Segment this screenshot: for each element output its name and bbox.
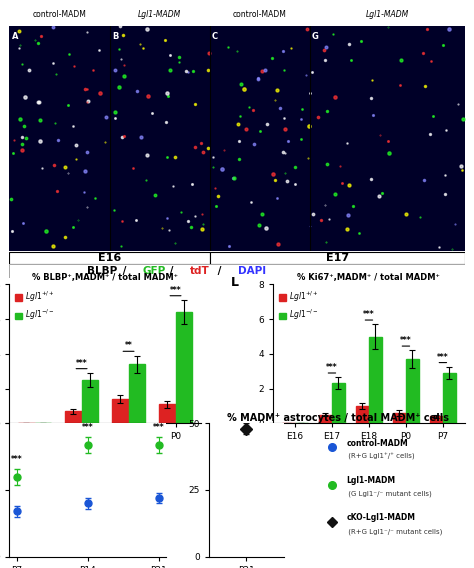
Text: /: /	[214, 266, 225, 277]
Text: GFP: GFP	[143, 266, 166, 277]
Legend: $Lgl1^{+/+}$, $Lgl1^{-/-}$: $Lgl1^{+/+}$, $Lgl1^{-/-}$	[277, 289, 319, 324]
Text: cKO-Lgl1-MADM: cKO-Lgl1-MADM	[346, 513, 415, 523]
Bar	[159, 404, 175, 423]
Text: ***: ***	[82, 423, 93, 432]
Text: A: A	[12, 32, 18, 41]
Bar	[319, 415, 332, 423]
Bar	[332, 383, 345, 423]
Text: tdT: tdT	[191, 266, 210, 277]
Text: /: /	[166, 266, 177, 277]
Bar	[406, 359, 419, 423]
Bar	[210, 26, 310, 251]
Bar	[128, 364, 145, 423]
Bar	[65, 411, 82, 423]
Text: Lgl1-MADM: Lgl1-MADM	[365, 10, 409, 19]
Text: ***: ***	[11, 455, 22, 464]
Text: E17: E17	[326, 253, 349, 263]
Text: Lgl1-MADM: Lgl1-MADM	[346, 476, 395, 485]
Bar	[430, 416, 443, 423]
Bar	[356, 406, 369, 423]
Text: BLBP: BLBP	[87, 266, 117, 277]
Text: /: /	[118, 266, 130, 277]
Title: % BLBP⁺,MADM⁺ / total MADM⁺: % BLBP⁺,MADM⁺ / total MADM⁺	[32, 273, 178, 282]
Text: ***: ***	[76, 359, 87, 368]
Text: DAPI: DAPI	[238, 266, 266, 277]
Bar	[82, 380, 98, 423]
Text: ***: ***	[170, 286, 182, 295]
Text: ***: ***	[363, 310, 375, 319]
Text: L: L	[231, 276, 239, 289]
Text: ***: ***	[437, 353, 449, 362]
Text: G: G	[312, 32, 319, 41]
Bar	[443, 373, 456, 423]
Legend: $Lgl1^{+/+}$, $Lgl1^{-/-}$: $Lgl1^{+/+}$, $Lgl1^{-/-}$	[13, 289, 56, 324]
Text: **: **	[125, 341, 132, 350]
Text: (R+G Lgl1⁻/⁻ mutant cells): (R+G Lgl1⁻/⁻ mutant cells)	[346, 528, 443, 534]
Title: % Ki67⁺,MADM⁺ / total MADM⁺: % Ki67⁺,MADM⁺ / total MADM⁺	[298, 273, 440, 282]
Bar	[112, 399, 128, 423]
Bar	[175, 312, 192, 423]
Text: B: B	[112, 32, 118, 41]
Bar	[109, 26, 210, 251]
Text: ***: ***	[153, 423, 164, 432]
Text: control-MADM: control-MADM	[346, 439, 408, 448]
Text: ***: ***	[400, 336, 412, 345]
Text: C: C	[212, 32, 218, 41]
Bar	[9, 252, 210, 264]
Text: (G Lgl1⁻/⁻ mutant cells): (G Lgl1⁻/⁻ mutant cells)	[346, 491, 432, 497]
Text: control-MADM: control-MADM	[33, 10, 86, 19]
Text: control-MADM: control-MADM	[233, 10, 287, 19]
Text: Lgl1-MADM: Lgl1-MADM	[138, 10, 181, 19]
Text: ***: ***	[326, 363, 338, 372]
Text: E16: E16	[98, 253, 121, 263]
Bar	[9, 26, 109, 251]
Bar	[310, 26, 465, 251]
Bar	[369, 336, 382, 423]
Bar	[210, 252, 465, 264]
Text: (R+G Lgl1⁺/⁺ cells): (R+G Lgl1⁺/⁺ cells)	[346, 453, 415, 460]
Bar	[393, 413, 406, 423]
Text: % MADM⁺ astrocytes / total MADM⁺ cells: % MADM⁺ astrocytes / total MADM⁺ cells	[227, 413, 449, 423]
